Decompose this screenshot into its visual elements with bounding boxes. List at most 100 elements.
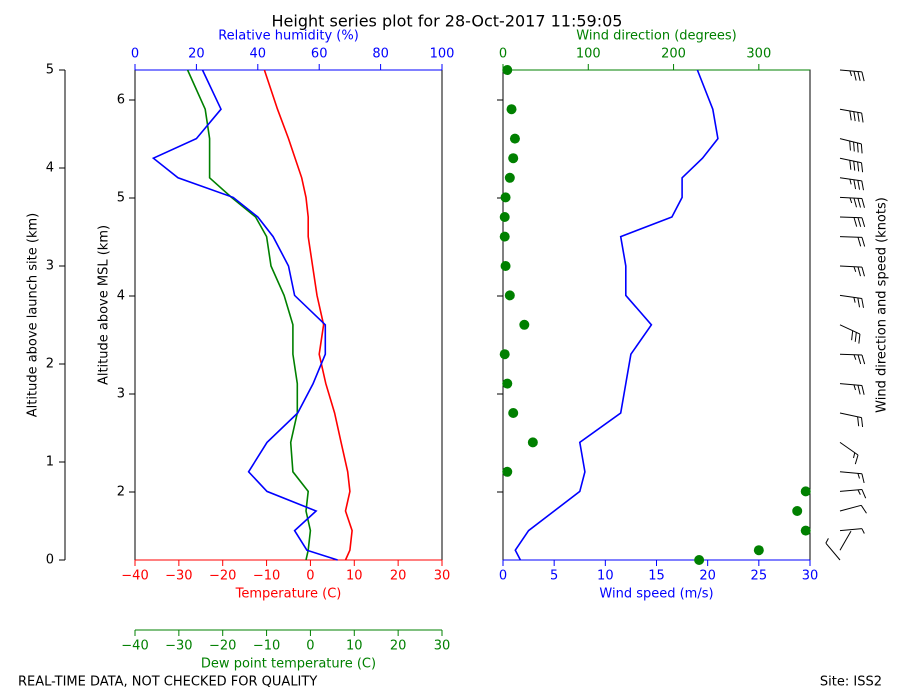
y-axis-label: Altitude above MSL (km)	[97, 225, 112, 385]
barb-feather	[854, 454, 859, 465]
x-tick-label: 100	[430, 47, 455, 62]
profile-line	[263, 69, 353, 561]
barb-feather	[861, 71, 865, 82]
wind-direction-point	[694, 555, 705, 565]
wind-direction-point	[500, 192, 511, 203]
wind-direction-point	[508, 408, 519, 418]
barb-feather	[857, 297, 861, 308]
x-tick-label: 5	[550, 569, 558, 584]
barb-staff	[825, 542, 841, 561]
barb-feather	[861, 162, 864, 173]
barb-half	[853, 266, 857, 272]
barb-feather	[849, 140, 851, 151]
x-tick-label: 10	[346, 569, 363, 584]
barb-feather	[853, 111, 856, 122]
barb-feather	[853, 217, 858, 227]
x-tick-label: 10	[597, 569, 614, 584]
barb-feather	[857, 416, 860, 427]
barb-staff	[839, 441, 859, 456]
wind-barb	[839, 353, 866, 365]
wind-direction-point	[499, 212, 510, 222]
x-tick-label: 60	[311, 47, 328, 62]
barb-staff	[839, 265, 862, 268]
profile-line	[514, 69, 719, 561]
wind-direction-point	[504, 290, 515, 301]
y-axis-label: Altitude above launch site (km)	[26, 213, 41, 417]
x-tick-label: −10	[253, 569, 280, 584]
x-tick-label: 10	[346, 639, 363, 654]
x-tick-label: 20	[390, 569, 407, 584]
barb-staff	[839, 353, 863, 356]
y-tick-label: 0	[46, 553, 54, 568]
barb-feather	[857, 161, 860, 172]
barb-staff	[839, 471, 862, 475]
x-tick-label: 80	[372, 47, 389, 62]
y-tick-label: 5	[46, 63, 54, 78]
barb-feather	[851, 330, 854, 341]
wind-direction-point	[527, 437, 538, 448]
x-axis-label: Temperature (C)	[235, 587, 342, 602]
x-axis-label: Wind speed (m/s)	[599, 587, 713, 602]
x-tick-label: 0	[499, 569, 507, 584]
barb-feather	[849, 110, 852, 121]
barb-feather	[853, 161, 856, 171]
x-tick-label: 30	[802, 569, 819, 584]
x-tick-label: 40	[250, 47, 267, 62]
x-tick-label: 0	[306, 639, 314, 654]
x-tick-label: −30	[165, 569, 192, 584]
barb-feather	[861, 417, 864, 428]
y-tick-label: 1	[46, 455, 54, 470]
x-tick-label: −20	[209, 569, 236, 584]
barb-feather	[857, 237, 862, 247]
barb-half	[849, 179, 852, 185]
barb-staff	[839, 236, 863, 238]
barb-staff	[839, 108, 862, 114]
x-axis-label: Wind direction (degrees)	[576, 29, 736, 44]
barb-feather	[853, 197, 857, 208]
plot-frame	[502, 69, 811, 561]
x-tick-label: −40	[121, 639, 148, 654]
y-tick-label: 6	[117, 92, 125, 107]
wind-barb	[839, 528, 865, 534]
barb-feather	[857, 354, 862, 365]
wind-barb	[839, 138, 863, 154]
profile-line	[186, 69, 312, 561]
wind-barb	[839, 504, 867, 514]
barb-feather	[856, 142, 859, 153]
x-tick-label: 20	[188, 47, 205, 62]
wind-direction-point	[753, 545, 764, 556]
x-tick-label: 15	[648, 569, 665, 584]
barb-feather	[853, 71, 857, 81]
barb-feather	[861, 198, 865, 208]
x-axis-label: Relative humidity (%)	[218, 29, 359, 44]
barb-feather	[861, 354, 866, 365]
barb-feather	[858, 334, 861, 344]
barb-half	[853, 384, 856, 391]
barb-staff	[839, 528, 862, 532]
barb-half	[853, 354, 857, 360]
figure-title: Height series plot for 28-Oct-2017 11:59…	[272, 12, 623, 31]
barb-half	[857, 473, 860, 479]
barb-feather	[857, 71, 861, 81]
wind-direction-point	[502, 65, 513, 75]
wind-direction-point	[502, 466, 513, 477]
quality-note: REAL-TIME DATA, NOT CHECKED FOR QUALITY	[18, 675, 317, 690]
barb-feather	[857, 266, 861, 277]
x-tick-label: 30	[434, 639, 451, 654]
barb-staff	[839, 216, 863, 219]
wind-barb	[839, 471, 865, 484]
x-tick-label: 20	[390, 639, 407, 654]
x-axis-label: Dew point temperature (C)	[201, 657, 376, 672]
barb-staff	[839, 504, 862, 512]
x-tick-label: −40	[121, 569, 148, 584]
barb-feather	[861, 237, 866, 247]
barb-half	[825, 538, 829, 544]
x-tick-label: 30	[434, 569, 451, 584]
barb-staff	[839, 412, 862, 419]
wind-barb	[839, 265, 865, 277]
barb-feather	[860, 505, 867, 514]
wind-barb	[839, 324, 861, 344]
barb-feather	[861, 112, 864, 123]
wind-barb	[839, 412, 864, 428]
